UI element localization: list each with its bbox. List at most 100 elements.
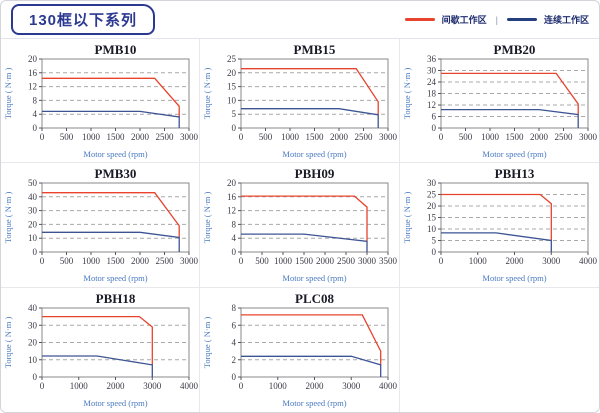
svg-text:3000: 3000 — [543, 256, 562, 266]
svg-text:0: 0 — [239, 132, 244, 142]
chart-pmb20: PMB20 0 500 1000 1500 2000 2500 3000 0 6 12 18 24 30 3… — [399, 39, 599, 164]
svg-text:36: 36 — [427, 54, 437, 64]
svg-text:3000: 3000 — [579, 132, 597, 142]
svg-text:2000: 2000 — [316, 256, 335, 266]
svg-text:0: 0 — [239, 256, 244, 266]
svg-text:4: 4 — [33, 109, 38, 119]
svg-text:2: 2 — [232, 355, 237, 365]
series-title-badge: 130框以下系列 — [11, 4, 156, 35]
svg-text:1500: 1500 — [107, 256, 126, 266]
svg-text:18: 18 — [427, 88, 437, 98]
svg-text:Motor speed (rpm): Motor speed (rpm) — [283, 398, 347, 408]
svg-text:PBH09: PBH09 — [295, 166, 335, 181]
svg-text:0: 0 — [40, 132, 45, 142]
svg-text:PLC08: PLC08 — [295, 291, 335, 306]
chart-canvas-pbh09: PBH09 0 500 1000 1500 2000 2500 3000 3500 0 4 8 12 16… — [202, 166, 397, 283]
svg-text:Torque ( N·m ): Torque ( N·m ) — [3, 316, 13, 368]
series-title: 130框以下系列 — [29, 12, 138, 29]
svg-text:Torque ( N·m ): Torque ( N·m ) — [402, 192, 412, 244]
continuous-zone-line-icon — [506, 18, 537, 21]
svg-text:2500: 2500 — [337, 256, 356, 266]
chart-pbh18: PBH18 0 1000 2000 3000 4000 0 10 20 30 40 Motor spe… — [1, 287, 201, 412]
svg-text:1000: 1000 — [269, 381, 288, 391]
svg-text:0: 0 — [33, 123, 38, 133]
svg-text:0: 0 — [439, 256, 444, 266]
svg-text:2000: 2000 — [131, 256, 150, 266]
svg-text:25: 25 — [227, 54, 237, 64]
svg-text:Motor speed (rpm): Motor speed (rpm) — [283, 149, 347, 159]
svg-text:3000: 3000 — [143, 381, 162, 391]
svg-text:12: 12 — [227, 206, 236, 216]
svg-text:16: 16 — [28, 67, 38, 77]
svg-text:500: 500 — [60, 256, 74, 266]
svg-text:Motor speed (rpm): Motor speed (rpm) — [84, 398, 148, 408]
intermittent-zone-line-icon — [404, 18, 435, 21]
svg-text:30: 30 — [28, 206, 38, 216]
svg-text:0: 0 — [432, 247, 437, 257]
svg-text:PBH18: PBH18 — [96, 291, 136, 306]
svg-text:0: 0 — [439, 132, 444, 142]
svg-text:Torque ( N·m ): Torque ( N·m ) — [202, 67, 212, 119]
svg-text:Motor speed (rpm): Motor speed (rpm) — [84, 273, 148, 283]
svg-text:PMB15: PMB15 — [294, 42, 336, 57]
svg-text:40: 40 — [28, 192, 38, 202]
svg-text:0: 0 — [232, 372, 237, 382]
svg-text:Torque ( N·m ): Torque ( N·m ) — [3, 192, 13, 244]
svg-text:12: 12 — [28, 81, 37, 91]
svg-text:PMB30: PMB30 — [95, 166, 137, 181]
svg-text:2000: 2000 — [530, 132, 549, 142]
svg-text:500: 500 — [259, 132, 273, 142]
svg-text:20: 20 — [28, 337, 38, 347]
svg-text:30: 30 — [427, 178, 437, 188]
svg-text:1000: 1000 — [70, 381, 89, 391]
chart-canvas-pmb30: PMB30 0 500 1000 1500 2000 2500 3000 0 10 20 30 40 50… — [3, 166, 198, 283]
svg-text:Motor speed (rpm): Motor speed (rpm) — [84, 149, 148, 159]
svg-text:20: 20 — [227, 67, 237, 77]
svg-text:20: 20 — [28, 54, 38, 64]
svg-text:0: 0 — [239, 381, 244, 391]
svg-text:Motor speed (rpm): Motor speed (rpm) — [483, 149, 547, 159]
svg-text:15: 15 — [427, 212, 437, 222]
svg-text:2500: 2500 — [156, 256, 175, 266]
svg-text:Motor speed (rpm): Motor speed (rpm) — [283, 273, 347, 283]
svg-text:PBH13: PBH13 — [495, 166, 535, 181]
svg-text:4: 4 — [232, 337, 237, 347]
svg-text:2000: 2000 — [107, 381, 126, 391]
svg-text:2000: 2000 — [306, 381, 325, 391]
svg-text:PMB20: PMB20 — [494, 42, 536, 57]
svg-text:1500: 1500 — [107, 132, 126, 142]
svg-text:1000: 1000 — [481, 132, 500, 142]
chart-canvas-pbh18: PBH18 0 1000 2000 3000 4000 0 10 20 30 40 Motor spe… — [3, 291, 198, 408]
header: 130框以下系列 间歇工作区 | 连续工作区 — [1, 1, 599, 39]
svg-text:500: 500 — [60, 132, 74, 142]
svg-text:3000: 3000 — [379, 132, 397, 142]
chart-pmb30: PMB30 0 500 1000 1500 2000 2500 3000 0 10 20 30 40 50… — [1, 163, 201, 288]
chart-plc08: PLC08 0 1000 2000 3000 4000 0 2 4 6 8 Motor speed (… — [200, 287, 400, 412]
svg-text:2000: 2000 — [131, 132, 150, 142]
chart-canvas-plc08: PLC08 0 1000 2000 3000 4000 0 2 4 6 8 Motor speed (… — [202, 291, 397, 408]
chart-pmb15: PMB15 0 500 1000 1500 2000 2500 3000 0 5 10 15 20 25 M… — [200, 39, 400, 164]
svg-text:3000: 3000 — [358, 256, 377, 266]
svg-text:5: 5 — [432, 235, 437, 245]
chart-pmb10: PMB10 0 500 1000 1500 2000 2500 3000 0 4 8 12 16 20 Mo… — [1, 39, 201, 164]
svg-text:8: 8 — [33, 95, 38, 105]
svg-text:20: 20 — [227, 178, 237, 188]
svg-text:8: 8 — [232, 219, 237, 229]
svg-text:1000: 1000 — [82, 132, 101, 142]
svg-text:4000: 4000 — [379, 381, 397, 391]
chart-pbh09: PBH09 0 500 1000 1500 2000 2500 3000 3500 0 4 8 12 16… — [200, 163, 400, 288]
svg-text:1000: 1000 — [82, 256, 101, 266]
svg-text:Torque ( N·m ): Torque ( N·m ) — [3, 67, 13, 119]
svg-text:4: 4 — [232, 233, 237, 243]
svg-text:5: 5 — [232, 109, 237, 119]
svg-text:3500: 3500 — [379, 256, 397, 266]
svg-text:Torque ( N·m ): Torque ( N·m ) — [202, 316, 212, 368]
svg-text:Motor speed (rpm): Motor speed (rpm) — [483, 273, 547, 283]
svg-text:2500: 2500 — [355, 132, 374, 142]
svg-text:40: 40 — [28, 303, 38, 313]
svg-text:30: 30 — [427, 65, 437, 75]
svg-text:PMB10: PMB10 — [95, 42, 137, 57]
svg-text:50: 50 — [28, 178, 38, 188]
